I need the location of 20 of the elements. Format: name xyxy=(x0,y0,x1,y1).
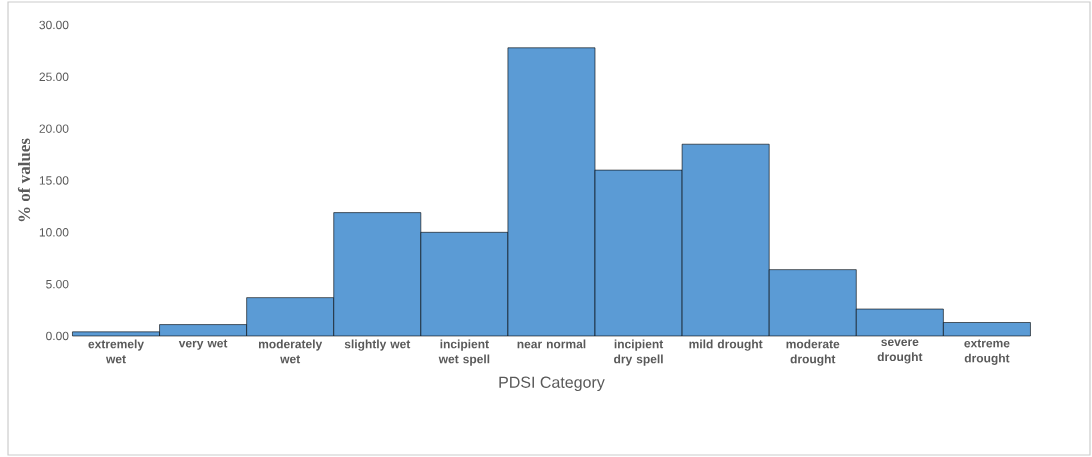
y-tick-label: 10.00 xyxy=(39,228,69,237)
y-tick-label: 5.00 xyxy=(46,279,69,289)
x-tick-label: very wet xyxy=(178,339,228,350)
y-tick-label: 0.00 xyxy=(46,331,69,341)
x-tick-label: extremely wet xyxy=(88,339,144,364)
x-tick-label: moderately wet xyxy=(258,339,323,364)
y-tick-label: 15.00 xyxy=(39,176,69,185)
x-axis-title: PDSI Category xyxy=(499,376,605,392)
x-tick-label: extreme drought xyxy=(964,339,1010,365)
y-axis-title: % of values xyxy=(17,138,31,222)
x-tick-label: near normal xyxy=(517,339,586,349)
y-tick-label: 20.00 xyxy=(39,124,69,133)
y-tick-label: 25.00 xyxy=(39,72,69,82)
x-tick-label: slightly wet xyxy=(344,339,411,351)
x-tick-label: incipient dry spell xyxy=(614,339,664,366)
x-tick-label: mild drought xyxy=(689,339,763,351)
x-tick-label: moderate drought xyxy=(786,339,840,366)
y-tick-label: 30.00 xyxy=(39,20,69,30)
x-tick-label: severe drought xyxy=(877,339,923,364)
x-tick-label: incipient wet spell xyxy=(438,339,490,366)
